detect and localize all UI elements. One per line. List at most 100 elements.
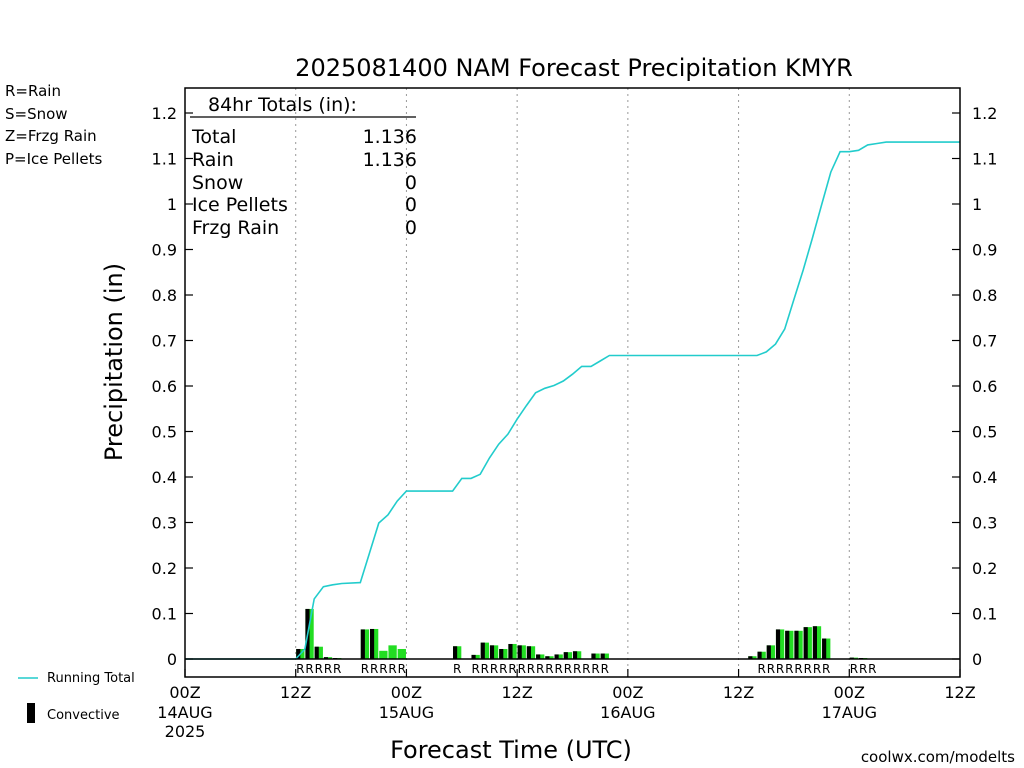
y-tick-label: 1 [167,195,177,214]
rain-marker: R [757,662,765,676]
type-legend-frzg-rain: Z=Frzg Rain [5,127,97,145]
x-tick-date-label: 14AUG [157,703,212,722]
totals-rain-value: 1.136 [363,149,417,171]
convective-bar [822,638,827,659]
rain-marker: R [398,662,406,676]
y-tick-label: 0.3 [152,514,177,533]
totals-total-value: 1.136 [363,126,417,148]
y-tick-label-right: 0.9 [972,241,997,260]
precip-bars [296,608,868,659]
y-tick-label: 0.7 [152,332,177,351]
x-tick-label: 12Z [944,683,975,702]
rain-marker: R [499,662,507,676]
y-tick-label-right: 1.1 [972,150,997,169]
convective-legend-label: Convective [47,708,120,723]
y-axis-left: 0 0.1 0.2 0.3 0.4 0.5 0.6 0.7 0.8 0.9 1 1.1 1.2 [152,104,193,669]
type-legend: R=Rain S=Snow Z=Frzg Rain P=Ice Pellets [5,82,102,168]
running-total-legend-label: Running Total [47,671,135,686]
totals-frzg-rain-value: 0 [405,217,417,239]
convective-bar [766,645,771,659]
convective-bar [812,626,817,659]
rain-marker: R [490,662,498,676]
rain-marker: R [859,662,867,676]
totals-total-label: Total [191,126,236,148]
x-tick-label: 00Z [169,683,200,702]
y-tick-label-right: 0.5 [972,423,997,442]
rain-marker: R [305,662,313,676]
rain-marker: R [508,662,516,676]
totals-box: 84hr Totals (in): Total 1.136 Rain 1.136… [190,94,417,239]
x-tick-date-label: 15AUG [379,703,434,722]
convective-bar [591,653,596,659]
rain-marker: R [361,662,369,676]
rain-marker: R [785,662,793,676]
convective-bar [785,630,790,659]
y-tick-label-right: 0.4 [972,468,997,487]
y-tick-label: 1.2 [152,104,177,123]
site-credit: coolwx.com/modelts [861,748,1015,766]
rain-marker: R [868,662,876,676]
precip-bar [379,650,388,659]
totals-ice-pellets-label: Ice Pellets [192,194,288,216]
convective-bar [545,656,550,659]
convective-bar [748,656,753,659]
totals-rain-label: Rain [192,149,234,171]
x-tick-date-label: 16AUG [600,703,655,722]
rain-marker: R [582,662,590,676]
convective-bar [536,654,541,659]
rain-marker: R [518,662,526,676]
rain-marker: R [564,662,572,676]
y-tick-label: 0 [167,650,177,669]
rain-marker: R [370,662,378,676]
convective-bar [794,630,799,659]
convective-bar [554,654,559,659]
rain-marker: R [554,662,562,676]
rain-marker: R [776,662,784,676]
convective-legend-swatch [27,703,35,723]
x-tick-date-label: 2025 [165,722,206,741]
totals-snow-value: 0 [405,172,417,194]
rain-marker: R [794,662,802,676]
rain-marker: R [573,662,581,676]
totals-frzg-rain-label: Frzg Rain [192,217,279,239]
rain-marker: R [813,662,821,676]
precip-bar [388,645,397,659]
y-tick-label-right: 0 [972,650,982,669]
rain-marker: R [388,662,396,676]
convective-bar [508,643,513,659]
y-tick-label: 0.6 [152,377,177,396]
convective-bar [489,645,495,659]
y-tick-label: 0.9 [152,241,177,260]
type-legend-snow: S=Snow [5,105,68,123]
y-tick-label-right: 0.1 [972,605,997,624]
x-tick-label: 12Z [723,683,754,702]
convective-bar [323,657,329,659]
y-tick-label: 0.1 [152,605,177,624]
type-legend-ice-pellets: P=Ice Pellets [5,150,102,168]
x-tick-label: 12Z [280,683,311,702]
convective-bar [572,651,578,659]
convective-bar [499,648,504,659]
convective-bar [471,654,476,659]
y-tick-label-right: 0.3 [972,514,997,533]
rain-marker: R [527,662,535,676]
rain-marker: R [591,662,599,676]
convective-bar [296,648,301,659]
rain-marker: R [536,662,544,676]
x-tick-label: 00Z [834,683,865,702]
rain-marker: R [481,662,489,676]
convective-bar [757,651,762,659]
convective-bar [480,642,485,659]
convective-bar [517,645,522,659]
y-tick-label: 0.5 [152,423,177,442]
convective-bar [369,628,375,659]
y-tick-label: 0.8 [152,286,177,305]
y-tick-label: 1.1 [152,150,177,169]
y-tick-label-right: 0.6 [972,377,997,396]
series-legend: Running Total Convective [18,671,135,723]
rain-marker: R [296,662,304,676]
rain-marker: R [379,662,387,676]
totals-header: 84hr Totals (in): [208,94,357,116]
